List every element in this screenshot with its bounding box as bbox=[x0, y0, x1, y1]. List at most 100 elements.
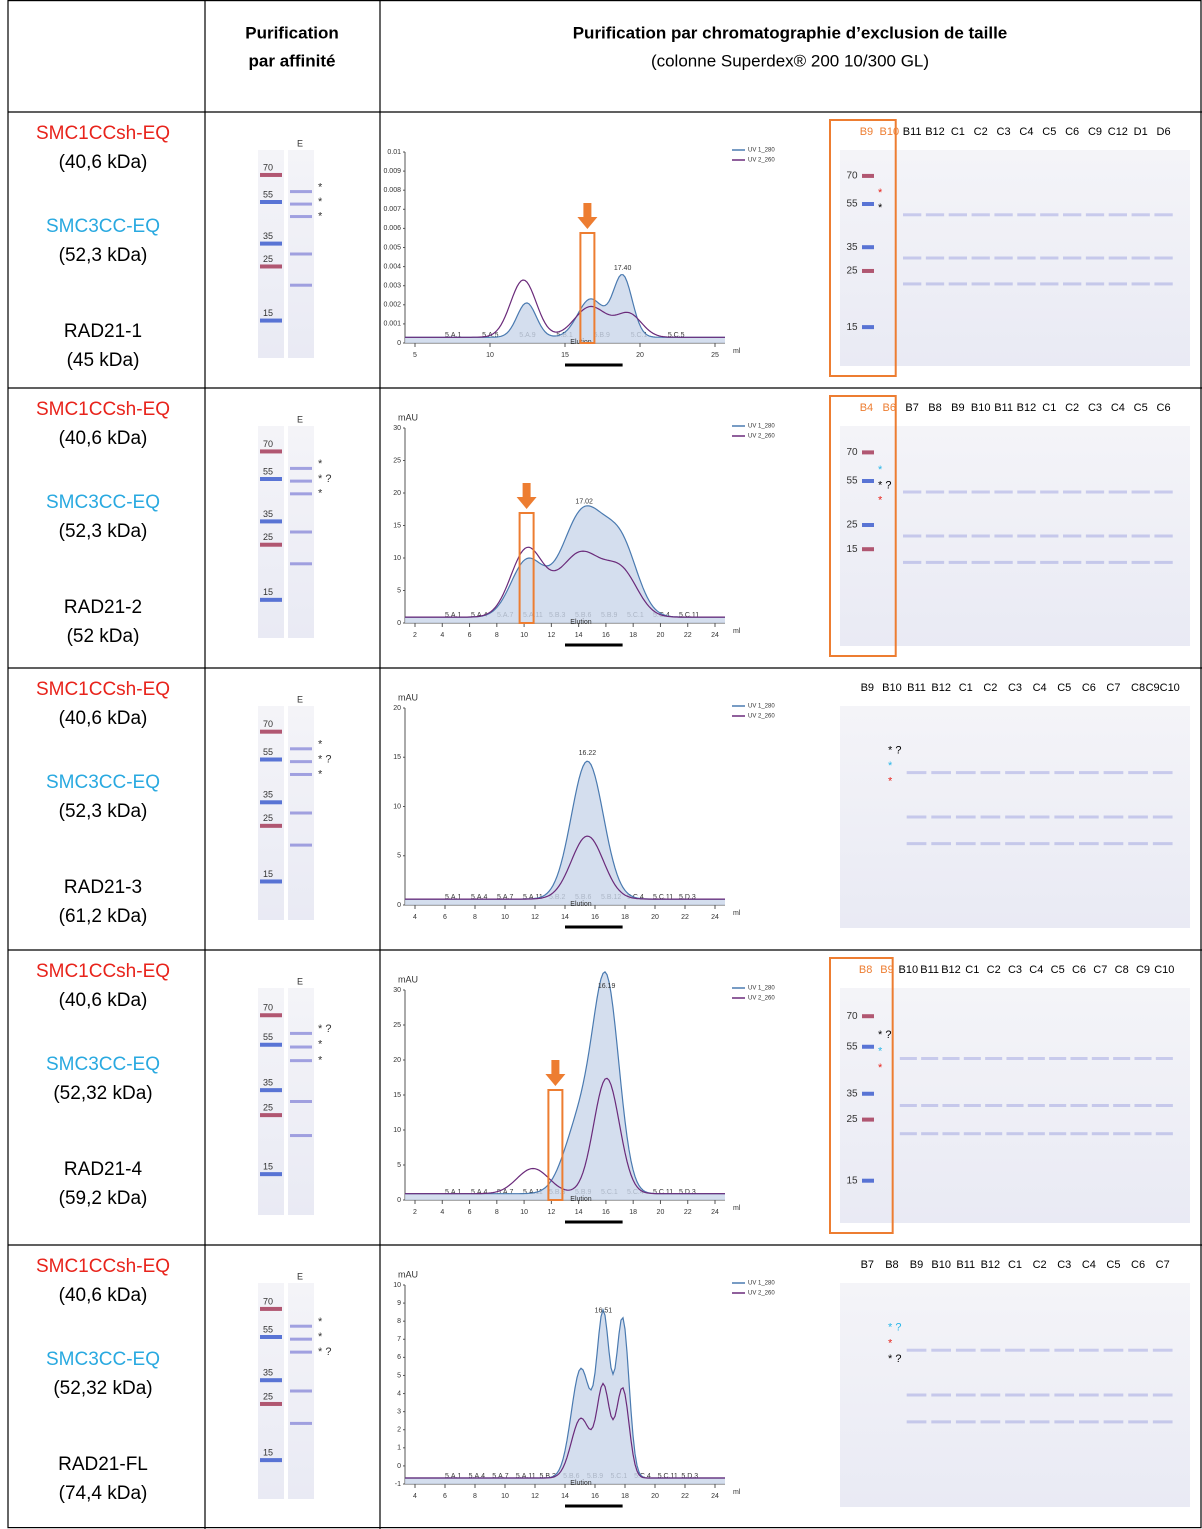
protein-mass: (74,4 kDa) bbox=[59, 1483, 148, 1504]
protein-band bbox=[1040, 256, 1059, 260]
protein-band bbox=[925, 534, 945, 538]
x-tick-label: 8 bbox=[495, 632, 499, 639]
protein-band bbox=[1027, 1132, 1045, 1136]
x-tick-label: 25 bbox=[711, 352, 719, 359]
x-tick-label: 4 bbox=[440, 632, 444, 639]
protein-band bbox=[980, 1393, 1001, 1397]
protein-band bbox=[290, 492, 312, 496]
lane-label: C5 bbox=[1134, 402, 1148, 414]
protein-band bbox=[994, 534, 1013, 538]
protein-mass: (52,32 kDa) bbox=[53, 1378, 152, 1399]
lane-label: C6 bbox=[1082, 682, 1096, 694]
protein-band bbox=[1134, 1057, 1152, 1060]
marker-band bbox=[260, 519, 282, 524]
x-tick-label: 10 bbox=[520, 632, 528, 639]
x-tick-label: 16 bbox=[602, 1209, 610, 1216]
protein-band bbox=[925, 282, 945, 286]
protein-band bbox=[906, 1393, 927, 1397]
x-tick-label: 12 bbox=[531, 1493, 539, 1500]
y-axis-label: mAU bbox=[398, 974, 418, 984]
annotation: * bbox=[318, 181, 323, 193]
protein-band bbox=[1134, 1104, 1152, 1107]
y-tick-label: 30 bbox=[393, 987, 401, 994]
protein-band bbox=[994, 560, 1013, 564]
annotation: * bbox=[888, 760, 893, 772]
marker-label: 70 bbox=[846, 1011, 858, 1022]
lane-label: B11 bbox=[903, 126, 922, 138]
lane-label: C8 bbox=[1131, 682, 1145, 694]
protein-band bbox=[1054, 842, 1075, 846]
protein-name: RAD21-4 bbox=[64, 1159, 143, 1180]
gel-lane bbox=[258, 706, 284, 920]
protein-band bbox=[1063, 534, 1082, 538]
uv260-line bbox=[405, 1077, 725, 1195]
protein-band bbox=[290, 215, 312, 219]
marker-label: 15 bbox=[263, 1162, 273, 1172]
fraction-label: 5.C.11 bbox=[658, 1473, 678, 1480]
protein-band bbox=[290, 190, 312, 194]
marker-band bbox=[260, 264, 282, 269]
protein-mass: (52,3 kDa) bbox=[59, 521, 148, 542]
protein-mass: (52,3 kDa) bbox=[59, 245, 148, 266]
lane-label: C10 bbox=[1154, 964, 1174, 976]
lane-label: B7 bbox=[861, 1259, 874, 1271]
x-tick-label: 4 bbox=[413, 1493, 417, 1500]
fraction-label: 5.D.3 bbox=[679, 894, 696, 901]
arrow bbox=[545, 1060, 566, 1086]
protein-band bbox=[1006, 1132, 1024, 1136]
fraction-label: 5.A.7 bbox=[492, 1473, 508, 1480]
protein-band bbox=[1103, 815, 1124, 819]
marker-band bbox=[260, 477, 282, 481]
x-tick-label: 2 bbox=[413, 1209, 417, 1216]
protein-name: RAD21-2 bbox=[64, 597, 142, 618]
protein-band bbox=[1054, 1420, 1075, 1424]
protein-band bbox=[1040, 534, 1059, 538]
protein-band bbox=[1152, 1348, 1173, 1352]
header: Purification par chromatographie d’exclu… bbox=[573, 23, 1008, 42]
legend-label: UV 1_280 bbox=[748, 148, 775, 154]
marker-label: 70 bbox=[263, 1296, 273, 1306]
highlight-box bbox=[547, 1089, 564, 1201]
marker-label: 25 bbox=[846, 266, 858, 277]
protein-band bbox=[1154, 534, 1173, 538]
protein-band bbox=[942, 1057, 960, 1060]
y-tick-label: 0.005 bbox=[383, 244, 401, 251]
protein-band bbox=[899, 1132, 917, 1136]
marker-label: 55 bbox=[263, 466, 273, 476]
y-tick-label: 20 bbox=[393, 1057, 401, 1064]
protein-band bbox=[1113, 1057, 1131, 1060]
lane-label: C2 bbox=[974, 126, 988, 138]
protein-band bbox=[963, 1104, 981, 1107]
protein-band bbox=[1108, 256, 1127, 260]
protein-band bbox=[1040, 490, 1059, 494]
y-tick-label: 2 bbox=[397, 1427, 401, 1434]
protein-band bbox=[921, 1057, 939, 1060]
marker-label: 35 bbox=[263, 1368, 273, 1378]
fraction-label: 5.C.11 bbox=[679, 612, 699, 619]
marker-band bbox=[862, 1044, 874, 1049]
protein-band bbox=[1113, 1104, 1131, 1107]
x-tick-label: 8 bbox=[473, 1493, 477, 1500]
protein-band bbox=[942, 1132, 960, 1136]
marker-label: 15 bbox=[263, 308, 273, 318]
lane-label: C5 bbox=[1106, 1259, 1120, 1271]
fraction-label: 5.C.5 bbox=[668, 332, 685, 339]
annotation: * bbox=[888, 775, 893, 787]
protein-band bbox=[290, 1031, 312, 1035]
legend-label: UV 1_280 bbox=[748, 986, 775, 992]
annotation: * bbox=[878, 187, 883, 199]
lane-label: C3 bbox=[1008, 964, 1022, 976]
marker-label: 15 bbox=[846, 544, 858, 555]
protein-band bbox=[906, 1420, 927, 1424]
lane-label: C7 bbox=[1156, 1259, 1170, 1271]
protein-band bbox=[1103, 1348, 1124, 1352]
lane-label: C5 bbox=[1051, 964, 1065, 976]
peak-label: 16.51 bbox=[595, 1308, 613, 1315]
protein-band bbox=[1131, 213, 1150, 217]
protein-band bbox=[290, 1134, 312, 1138]
protein-band bbox=[971, 282, 990, 286]
protein-band bbox=[1040, 560, 1059, 564]
x-tick-label: 15 bbox=[561, 352, 569, 359]
protein-name: SMC3CC-EQ bbox=[46, 1349, 160, 1370]
protein-band bbox=[1063, 560, 1082, 564]
